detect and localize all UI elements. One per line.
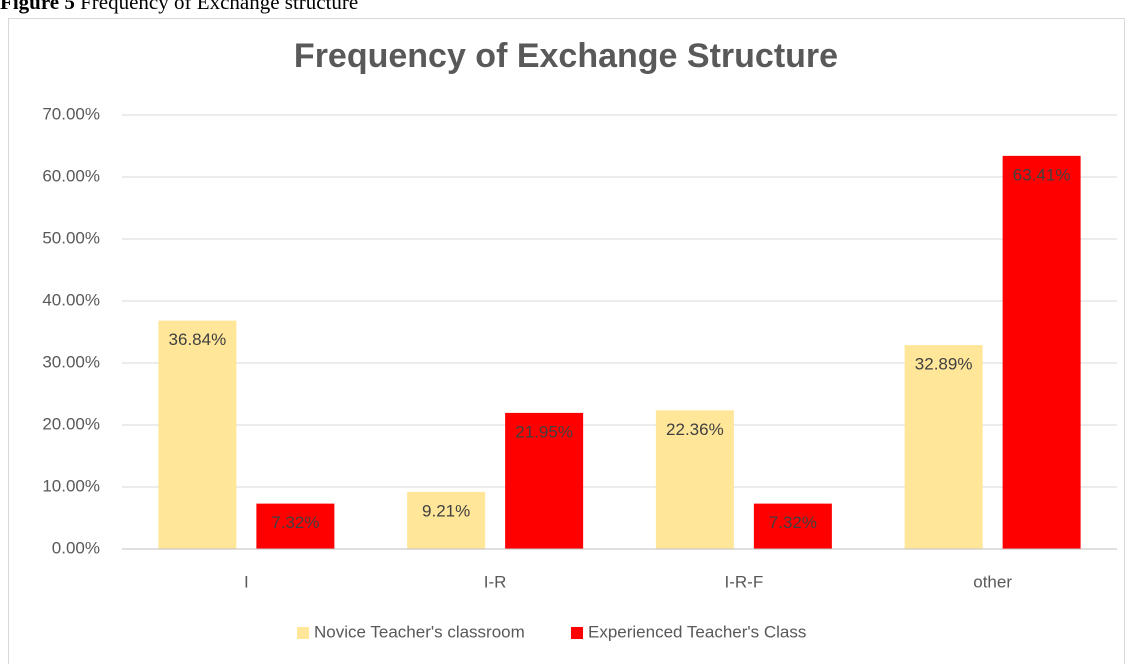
data-label: 22.36% (666, 420, 724, 439)
y-tick-label: 60.00% (42, 166, 100, 185)
bar (1002, 155, 1081, 549)
y-tick-label: 70.00% (42, 104, 100, 123)
bar (158, 320, 237, 549)
y-tick-label: 50.00% (42, 228, 100, 247)
data-label: 7.32% (271, 513, 319, 532)
caption: Figure 5 Frequency of Exchange structure (0, 0, 358, 14)
y-tick-label: 40.00% (42, 290, 100, 309)
x-tick-label: I (244, 572, 249, 591)
y-tick-label: 10.00% (42, 476, 100, 495)
legend-swatch (571, 627, 583, 639)
data-label: 9.21% (422, 501, 470, 520)
legend-swatch (297, 627, 309, 639)
bar (256, 503, 335, 549)
y-tick-label: 20.00% (42, 414, 100, 433)
data-label: 36.84% (169, 330, 227, 349)
data-label: 63.41% (1013, 165, 1071, 184)
data-label: 21.95% (515, 422, 573, 441)
chart-title: Frequency of Exchange Structure (294, 37, 838, 75)
legend-label: Novice Teacher's classroom (314, 622, 525, 641)
caption-label: Figure 5 (0, 0, 75, 14)
bar (407, 491, 486, 549)
data-label: 7.32% (769, 513, 817, 532)
legend-label: Experienced Teacher's Class (588, 622, 806, 641)
y-tick-label: 0.00% (52, 538, 100, 557)
y-tick-label: 30.00% (42, 352, 100, 371)
bar (655, 410, 734, 549)
data-label: 32.89% (915, 355, 973, 374)
x-tick-label: other (973, 572, 1012, 591)
bar (753, 503, 832, 549)
bar (505, 412, 584, 549)
caption-text: Frequency of Exchange structure (80, 0, 358, 14)
bar (904, 345, 983, 549)
x-tick-label: I-R-F (725, 572, 764, 591)
x-tick-label: I-R (484, 572, 507, 591)
